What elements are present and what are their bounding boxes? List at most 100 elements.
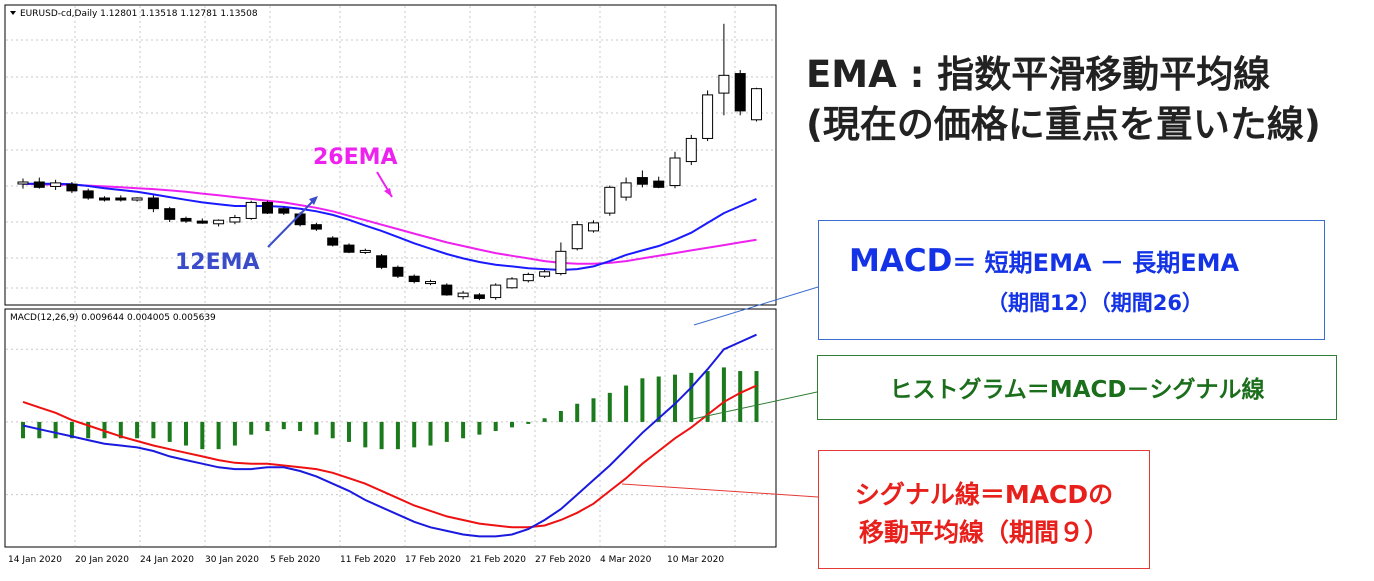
histogram-series [21,367,759,450]
histogram-bar [412,421,417,448]
date-tick-label: 4 Mar 2020 [600,555,652,565]
macd-formula: ＝ 短期EMA － 長期EMA [952,249,1240,277]
histogram-bar [542,418,547,422]
histogram-bar [395,421,400,450]
histogram-bar [363,421,368,448]
candle-body [66,183,78,192]
date-tick-label: 27 Feb 2020 [535,555,591,565]
histogram-bar [167,421,172,442]
candle-body [50,182,62,187]
candle-body [327,237,339,246]
histogram-bar [575,403,580,422]
date-tick-label: 30 Jan 2020 [205,555,259,565]
histogram-bar [705,371,710,422]
date-axis: 14 Jan 2020 20 Jan 2020 24 Jan 2020 30 Jan … [8,555,724,565]
candle-body [115,197,127,201]
histogram-bar [607,392,612,422]
hist-callout-line [692,391,818,420]
candle-body [751,88,762,121]
macd-periods: （期間12）（期間26） [987,291,1203,315]
date-tick-label: 20 Jan 2020 [75,555,129,565]
histogram-bar [265,421,270,431]
candle-body [99,197,110,201]
histogram-bar [526,421,531,424]
histogram-bar [314,421,319,435]
date-tick-label: 17 Feb 2020 [405,555,461,565]
histogram-bar [281,421,286,430]
histogram-definition-box: ヒストグラム＝MACD－シグナル線 [817,355,1337,420]
ema12-arrow-line [267,197,317,248]
histogram-bar [689,372,694,422]
candle-body [196,220,208,224]
candle-body [636,177,648,185]
candle-body [17,181,29,185]
candle-body [604,186,616,214]
candle-body [376,255,388,268]
histogram-bar [232,421,237,446]
candle-body [82,190,94,199]
ema12-line [23,182,757,272]
ema12-series [23,182,757,272]
candle-body [131,197,143,201]
ema12-label: 12EMA [175,250,260,275]
page-title: EMA : 指数平滑移動平均線 (現在の価格に重点を置いた線) [806,50,1321,150]
candle-body [506,278,518,289]
candle-body [718,74,730,94]
candle-body [539,271,551,277]
histogram-bar [656,376,661,422]
ema26-label: 26EMA [313,145,398,170]
histogram-bar [721,367,726,422]
histogram-bar [428,421,433,446]
candle-body [685,137,697,163]
symbol-dropdown-icon[interactable] [10,11,16,15]
histogram-bar [591,398,596,422]
date-tick-label: 21 Feb 2020 [470,555,526,565]
price-panel-frame [4,4,777,306]
candle-body [180,217,192,222]
candle-body [33,181,45,188]
ema26-line [22,182,757,265]
histogram-bar [624,385,629,422]
macd-lines [22,333,757,538]
candle-body [262,201,273,214]
price-panel-header: EURUSD-cd,Daily 1.12801 1.13518 1.12781 … [20,9,258,19]
title-line-2: (現在の価格に重点を置いた線) [806,103,1321,146]
candle-body [734,73,746,112]
candle-body [425,281,436,285]
candle-body [408,275,420,283]
histogram-bar [53,421,58,439]
candle-body [490,284,502,299]
candle-body [571,224,583,250]
histogram-bar [118,421,123,439]
histogram-bar [249,421,254,435]
histogram-bar [21,421,25,439]
histogram-bar [151,421,156,439]
histogram-bar [754,371,759,422]
candle-body [620,182,632,198]
date-tick-label: 24 Jan 2020 [140,555,194,565]
histogram-bar [298,421,303,431]
histogram-bar [69,421,74,439]
histogram-bar [216,421,221,450]
histogram-bar [330,421,335,439]
candle-body [147,197,159,210]
histogram-bar [673,374,677,422]
macd-grid [6,310,775,546]
date-tick-label: 14 Jan 2020 [8,555,62,565]
histogram-bar [461,421,466,439]
signal-line-1: シグナル線＝MACDの [854,480,1114,509]
candle-body [441,284,453,296]
date-tick-label: 11 Feb 2020 [340,555,396,565]
macd-line [22,333,757,538]
histogram-bar [477,421,482,435]
candle-body [213,219,225,225]
macd-formula-line: MACD＝ 短期EMA － 長期EMA [849,243,1239,279]
ema12-arrow-head-icon [309,196,318,205]
signal-definition-box: シグナル線＝MACDの 移動平均線（期間９） [818,450,1150,569]
candle-body [457,292,469,298]
candle-body [392,266,404,277]
candle-body [164,208,176,220]
candle-body [229,217,241,223]
candle-body [669,157,681,187]
